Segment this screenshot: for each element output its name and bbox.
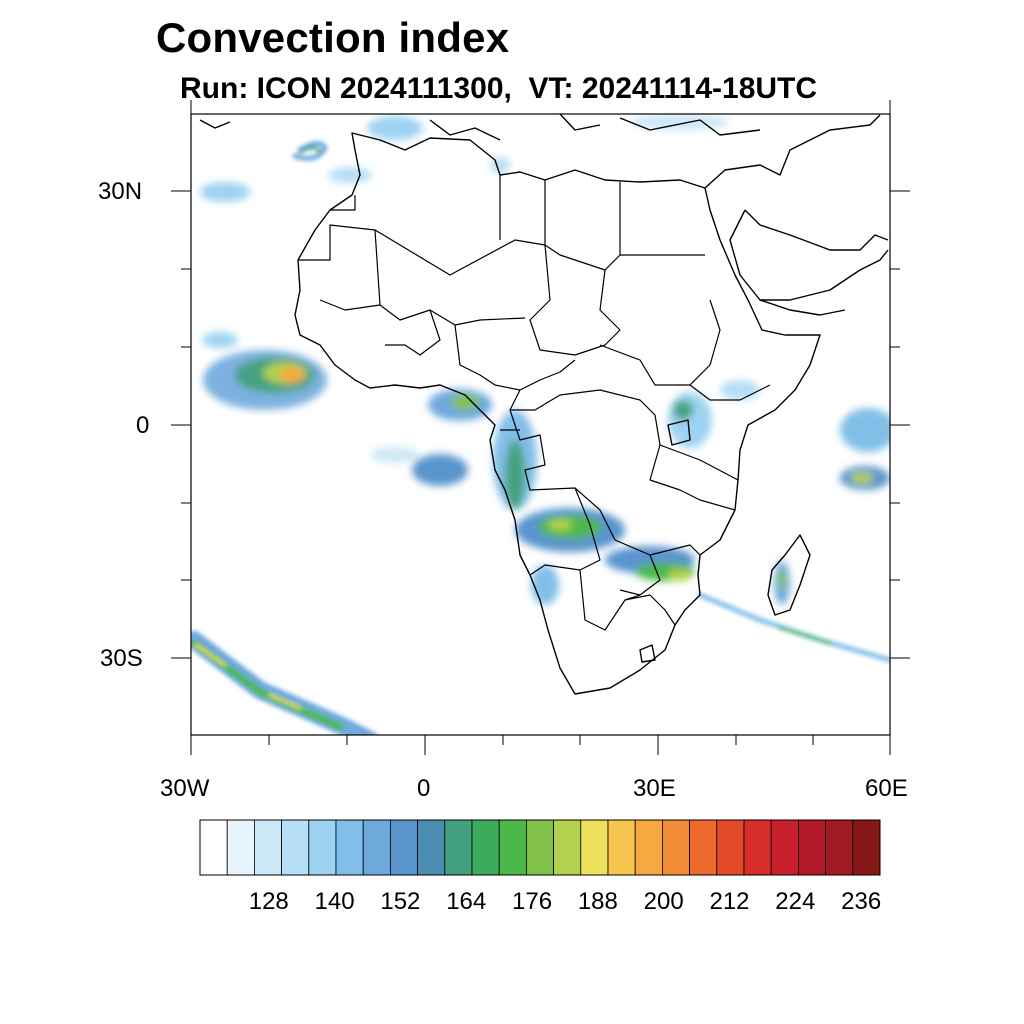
colorbar-label: 200 [643,888,684,915]
colorbar-label: 188 [577,888,618,915]
colorbar-cell [389,819,418,876]
colorbar-cell [471,819,500,876]
lat-label-0: 0 [136,412,150,439]
colorbar-label: 152 [380,888,421,915]
colorbar-cell [417,819,446,876]
colorbar-cell [281,819,310,876]
colorbar-cell [798,819,827,876]
colorbar-cell [825,819,854,876]
axis-ticks [171,100,910,755]
colorbar-cell [444,819,473,876]
colorbar-label: 128 [248,888,289,915]
run-subtitle: Run: ICON 2024111300, VT: 20241114-18UTC [180,72,818,105]
colorbar-cell [770,819,799,876]
lat-label-30s: 30S [100,645,143,672]
colorbar-cell [743,819,772,876]
colorbar-label: 176 [512,888,553,915]
colorbar-cell [199,819,228,876]
colorbar-cell [226,819,255,876]
colorbar-label: 212 [709,888,750,915]
colorbar-cell [607,819,636,876]
colorbar-cell [553,819,582,876]
colorbar-label: 236 [841,888,882,915]
colorbar-cell [580,819,609,876]
lon-label-60e: 60E [865,775,908,802]
colorbar-cell [335,819,364,876]
colorbar-cell [662,819,691,876]
colorbar-cell [362,819,391,876]
country-borders [298,175,771,631]
convection-field [200,114,890,605]
colorbar-cell [526,819,555,876]
lon-label-30w: 30W [160,775,210,802]
colorbar-label: 224 [775,888,816,915]
colorbar-cell [253,819,282,876]
colorbar-cell [308,819,337,876]
colorbar-cell [852,819,881,876]
colorbar-label: 140 [314,888,355,915]
colorbar-cell [634,819,663,876]
map-title: Convection index [156,14,510,61]
colorbar-label: 164 [446,888,487,915]
lon-label-0: 0 [417,775,431,802]
lat-label-30n: 30N [98,178,143,205]
colorbar-cell [498,819,527,876]
colorbar-cell [716,819,745,876]
colorbar-cell [689,819,718,876]
convection-streaks [191,141,890,735]
lon-label-30e: 30E [633,775,676,802]
